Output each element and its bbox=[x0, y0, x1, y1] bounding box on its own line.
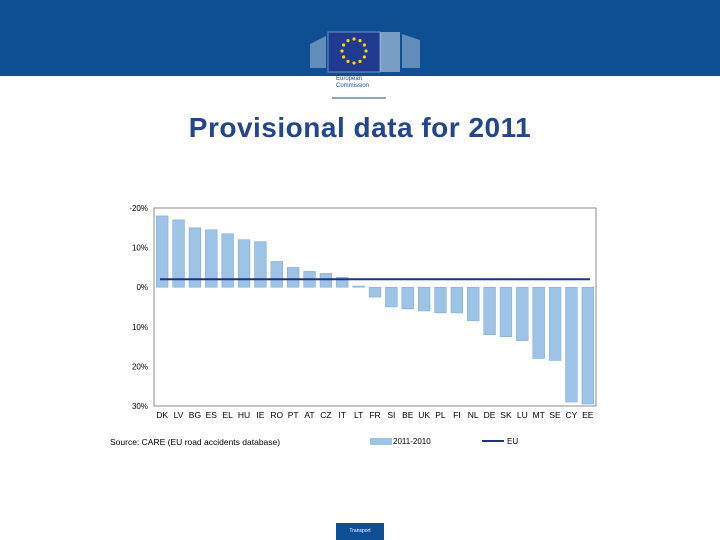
x-tick-label-bg: BG bbox=[189, 410, 201, 420]
x-tick-label-nl: NL bbox=[468, 410, 479, 420]
logo-line-2: Commission bbox=[336, 83, 370, 89]
y-tick-label: 0% bbox=[136, 283, 148, 292]
x-tick-label-hu: HU bbox=[238, 410, 250, 420]
bar-lt bbox=[352, 285, 365, 288]
bar-chart: -20% 10% 0% 10% 20% 30% DK LV BG ES EL HU IE RO PT AT C… bbox=[110, 204, 597, 447]
bar-it bbox=[336, 277, 349, 288]
bar-fi bbox=[450, 286, 463, 314]
x-tick-label-lv: LV bbox=[174, 410, 184, 420]
y-tick-label: 10% bbox=[132, 244, 148, 253]
x-tick-label-de: DE bbox=[484, 410, 496, 420]
bar-nl bbox=[467, 286, 480, 322]
x-tick-label-pt: PT bbox=[288, 410, 299, 420]
page-title: Provisional data for 2011 bbox=[188, 112, 532, 143]
x-tick-label-cz: CZ bbox=[320, 410, 331, 420]
bar-uk bbox=[417, 286, 431, 312]
bar-pl bbox=[434, 286, 447, 314]
bar-el bbox=[221, 233, 234, 288]
x-tick-label-mt: MT bbox=[533, 410, 545, 420]
bar-cy bbox=[565, 286, 578, 403]
bar-de bbox=[483, 286, 496, 335]
bar-se bbox=[548, 286, 562, 361]
x-tick-label-fr: FR bbox=[369, 410, 380, 420]
y-tick-label: 10% bbox=[132, 323, 148, 332]
bar-be bbox=[401, 286, 414, 310]
x-tick-label-se: SE bbox=[549, 410, 561, 420]
x-tick-label-ro: RO bbox=[270, 410, 283, 420]
bar-pt bbox=[287, 267, 300, 288]
bar-fr bbox=[368, 286, 382, 298]
legend-label-2011-2010: 2011-2010 bbox=[393, 437, 431, 446]
x-tick-label-es: ES bbox=[206, 410, 218, 420]
y-axis-ticks: -20% 10% 0% 10% 20% 30% bbox=[129, 204, 148, 411]
x-tick-label-ie: IE bbox=[256, 410, 264, 420]
plot-area bbox=[153, 207, 597, 407]
legend-swatch-2011-2010 bbox=[370, 438, 392, 445]
x-tick-label-dk: DK bbox=[156, 410, 168, 420]
bar-bg bbox=[188, 227, 202, 288]
x-tick-label-at: AT bbox=[304, 410, 314, 420]
y-tick-label: 20% bbox=[132, 362, 148, 371]
bar-si bbox=[385, 286, 398, 308]
bar-ee bbox=[581, 286, 594, 405]
logo-text: European Commission bbox=[336, 76, 369, 90]
european-commission-logo bbox=[306, 10, 424, 102]
eu-stars-icon bbox=[340, 37, 368, 65]
bar-lu bbox=[516, 286, 529, 341]
x-tick-label-el: EL bbox=[222, 410, 233, 420]
bar-ie bbox=[254, 241, 267, 288]
bar-lv bbox=[172, 219, 185, 288]
x-tick-label-fi: FI bbox=[453, 410, 461, 420]
legend-label-eu: EU bbox=[507, 437, 518, 446]
x-tick-label-ee: EE bbox=[582, 410, 594, 420]
bar-ro bbox=[270, 261, 283, 288]
x-tick-label-it: IT bbox=[338, 410, 346, 420]
x-tick-label-cy: CY bbox=[566, 410, 578, 420]
footer-label: Transport bbox=[336, 523, 384, 540]
source-note: Source: CARE (EU road accidents database… bbox=[110, 437, 280, 447]
bar-sk bbox=[499, 286, 513, 337]
x-tick-label-lt: LT bbox=[354, 410, 363, 420]
y-tick-label: -20% bbox=[129, 204, 148, 213]
bars bbox=[156, 215, 594, 405]
y-tick-label: 30% bbox=[132, 402, 148, 411]
bar-hu bbox=[237, 239, 251, 288]
bar-mt bbox=[532, 286, 545, 359]
bar-es bbox=[205, 229, 218, 288]
bar-dk bbox=[156, 215, 169, 288]
x-tick-label-uk: UK bbox=[418, 410, 430, 420]
x-axis-labels: DK LV BG ES EL HU IE RO PT AT CZ IT LT FR SI BE UK PL FI NL… bbox=[156, 410, 594, 420]
x-tick-label-sk: SK bbox=[500, 410, 512, 420]
x-tick-label-lu: LU bbox=[517, 410, 528, 420]
logo-line-1: European bbox=[336, 76, 363, 82]
x-tick-label-be: BE bbox=[402, 410, 414, 420]
x-tick-label-si: SI bbox=[387, 410, 395, 420]
x-tick-label-pl: PL bbox=[435, 410, 446, 420]
